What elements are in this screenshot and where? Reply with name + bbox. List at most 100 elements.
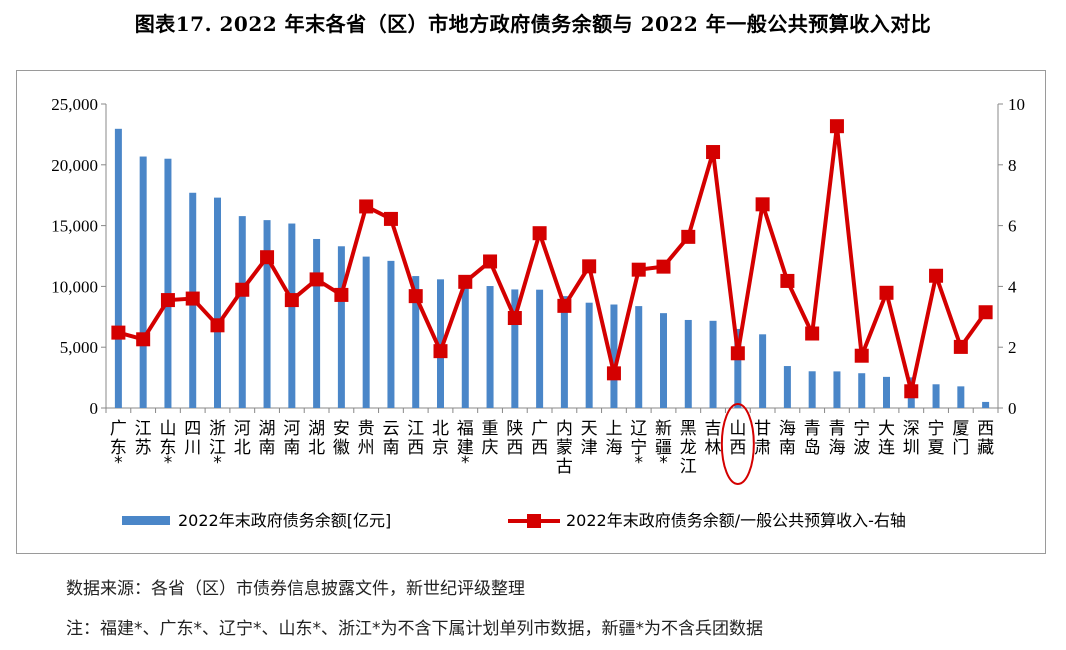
left-tick-label: 5,000 bbox=[60, 338, 98, 357]
ratio-point bbox=[532, 226, 547, 241]
ratio-point bbox=[854, 348, 869, 363]
bar bbox=[536, 289, 544, 408]
right-tick-label: 6 bbox=[1008, 217, 1017, 236]
left-tick-label: 0 bbox=[90, 399, 99, 418]
category-label: 重庆 bbox=[482, 419, 499, 458]
bar bbox=[362, 256, 370, 408]
bar bbox=[932, 384, 940, 408]
category-label: 大连 bbox=[878, 419, 895, 458]
ratio-point bbox=[953, 339, 968, 354]
left-tick-label: 15,000 bbox=[51, 217, 98, 236]
bar bbox=[214, 197, 221, 408]
bar bbox=[461, 281, 469, 408]
chart-area: 0 5,000 10,000 15,000 20,000 25,000 0 2 4 6 8 10 广东*… bbox=[51, 95, 1025, 530]
bar bbox=[734, 328, 742, 408]
bar bbox=[387, 260, 395, 408]
right-tick-label: 8 bbox=[1008, 156, 1017, 175]
bar bbox=[684, 319, 692, 408]
bar bbox=[982, 401, 990, 408]
category-label: 四川 bbox=[184, 419, 201, 458]
ratio-point bbox=[309, 272, 324, 287]
highlight-ellipse bbox=[720, 403, 755, 485]
ratio-point bbox=[458, 274, 473, 289]
chart-frame bbox=[16, 70, 1046, 554]
ratio-point bbox=[829, 119, 844, 134]
ratio-point bbox=[904, 384, 919, 399]
category-label: 广西 bbox=[531, 419, 548, 458]
category-label: 天津 bbox=[581, 419, 598, 458]
category-label: 新疆* bbox=[655, 419, 672, 473]
ratio-point bbox=[929, 268, 944, 283]
category-label: 内蒙古 bbox=[556, 419, 573, 477]
bar bbox=[437, 279, 444, 408]
category-label: 河北 bbox=[234, 419, 251, 458]
ratio-point bbox=[284, 293, 299, 308]
source-note: 数据来源：各省（区）市债券信息披露文件，新世纪评级整理 bbox=[66, 579, 525, 599]
ratio-point bbox=[582, 259, 597, 274]
category-label: 青岛 bbox=[804, 419, 821, 458]
bar bbox=[412, 276, 420, 408]
ratio-point bbox=[557, 298, 572, 313]
category-label: 西藏 bbox=[977, 419, 994, 458]
ratio-point bbox=[483, 254, 498, 269]
category-label: 云南 bbox=[382, 419, 399, 458]
bar bbox=[139, 156, 147, 408]
ratio-point bbox=[730, 346, 745, 361]
ratio-point bbox=[334, 287, 349, 302]
category-label: 江西 bbox=[407, 419, 424, 458]
bar bbox=[486, 286, 494, 408]
ratio-point bbox=[160, 293, 175, 308]
category-label: 江苏 bbox=[135, 419, 152, 458]
ratio-point bbox=[433, 344, 448, 359]
ratio-point bbox=[879, 285, 894, 300]
bar bbox=[585, 302, 593, 408]
ratio-point bbox=[383, 211, 398, 226]
category-label: 山东* bbox=[159, 419, 176, 473]
bar bbox=[858, 373, 866, 408]
footnote: 注：福建*、广东*、辽宁*、山东*、浙江*为不含下属计划单列市数据，新疆*为不含… bbox=[66, 619, 763, 639]
category-label: 宁波 bbox=[853, 419, 870, 458]
category-label: 湖北 bbox=[308, 419, 325, 458]
bar bbox=[808, 371, 816, 408]
bar bbox=[114, 128, 122, 408]
legend-bar-swatch bbox=[122, 516, 170, 525]
bar bbox=[511, 289, 519, 408]
bar bbox=[660, 313, 667, 408]
legend-bar-label: 2022年末政府债务余额[亿元] bbox=[178, 511, 391, 530]
ratio-point bbox=[805, 326, 820, 341]
ratio-point bbox=[260, 250, 275, 265]
ratio-point bbox=[408, 289, 423, 304]
bar bbox=[238, 216, 246, 408]
category-label: 山西 bbox=[729, 419, 746, 458]
category-label: 吉林 bbox=[705, 419, 722, 458]
bar bbox=[635, 306, 643, 408]
category-label: 贵州 bbox=[358, 419, 375, 458]
category-label: 福建* bbox=[457, 419, 474, 473]
bar bbox=[560, 296, 568, 408]
category-label: 浙江* bbox=[209, 419, 226, 473]
category-label: 黑龙江 bbox=[680, 419, 697, 477]
category-label: 湖南 bbox=[259, 419, 276, 458]
ratio-point bbox=[136, 332, 151, 347]
category-label: 辽宁* bbox=[630, 419, 647, 473]
bar bbox=[263, 220, 271, 408]
bar bbox=[288, 223, 296, 408]
right-tick-label: 2 bbox=[1008, 338, 1017, 357]
category-label: 海南 bbox=[779, 419, 796, 458]
ratio-point bbox=[606, 366, 621, 381]
bar bbox=[709, 320, 717, 408]
left-tick-label: 10,000 bbox=[51, 277, 98, 296]
bar bbox=[610, 304, 618, 408]
category-label: 广东* bbox=[110, 419, 127, 473]
legend-line-marker bbox=[527, 514, 541, 528]
right-tick-label: 0 bbox=[1008, 399, 1017, 418]
category-label: 甘肃 bbox=[754, 419, 771, 458]
bar bbox=[313, 238, 321, 408]
right-tick-label: 10 bbox=[1008, 95, 1025, 114]
ratio-point bbox=[185, 291, 200, 306]
ratio-point bbox=[656, 259, 671, 274]
category-label: 宁夏 bbox=[928, 419, 945, 458]
category-label: 北京 bbox=[432, 419, 449, 458]
category-label: 陕西 bbox=[506, 419, 523, 458]
bar bbox=[337, 246, 345, 408]
